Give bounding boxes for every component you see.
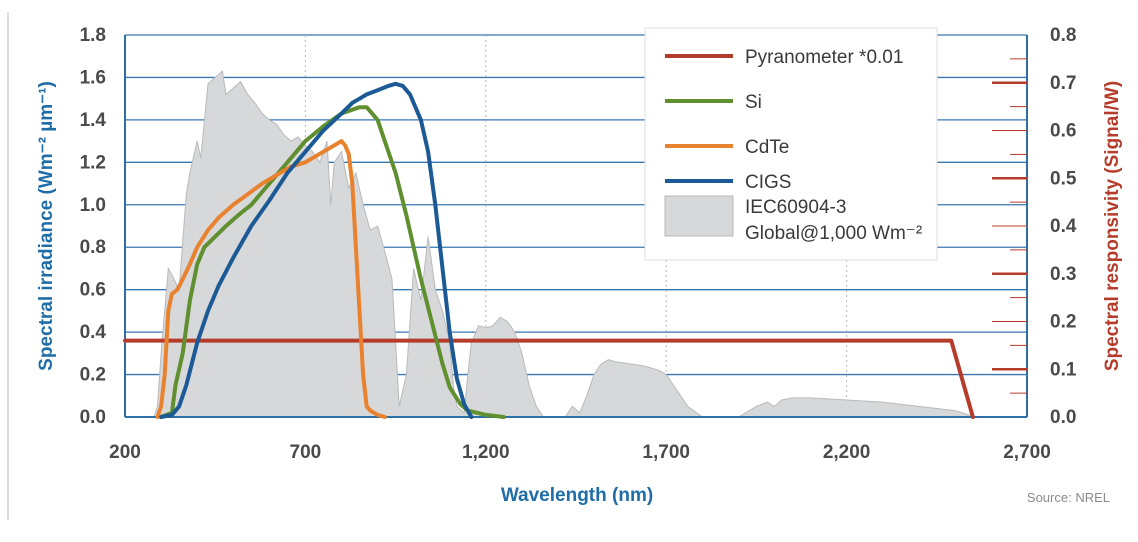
series-line-1 <box>159 105 506 419</box>
x-tick-label-1: 700 <box>290 442 322 463</box>
legend-label-area-1: IEC60904-3 <box>745 197 846 218</box>
y-tick-label-8: 1.6 <box>80 67 106 88</box>
y2-tick-label-0: 0.0 <box>1050 407 1076 428</box>
y2-tick-label-3: 0.3 <box>1050 264 1076 285</box>
y-tick-label-5: 1.0 <box>80 195 106 216</box>
x-tick-label-2: 1,200 <box>462 442 510 463</box>
legend-label-1: Si <box>745 92 762 113</box>
y2-tick-label-5: 0.5 <box>1050 168 1077 189</box>
source-note: Source: NREL <box>1027 490 1110 505</box>
y2-tick-label-1: 0.1 <box>1050 359 1077 380</box>
y-tick-label-4: 0.8 <box>80 237 106 258</box>
x-tick-label-3: 1,700 <box>642 442 690 463</box>
legend-swatch-area <box>664 195 734 237</box>
x-tick-label-5: 2,700 <box>1003 442 1051 463</box>
legend-label-3: CIGS <box>745 172 791 193</box>
legend-label-2: CdTe <box>745 137 789 158</box>
y-tick-label-6: 1.2 <box>80 152 106 173</box>
legend-label-area-2: Global@1,000 Wm⁻² <box>745 223 922 244</box>
y2-tick-label-7: 0.7 <box>1050 73 1076 94</box>
x-tick-label-0: 200 <box>109 442 141 463</box>
y2-tick-label-6: 0.6 <box>1050 121 1076 142</box>
y-tick-label-2: 0.4 <box>80 322 107 343</box>
y2-tick-label-4: 0.4 <box>1050 216 1077 237</box>
series-line-0 <box>123 338 975 419</box>
legend-label-0: Pyranometer *0.01 <box>745 47 903 68</box>
y-tick-label-3: 0.6 <box>80 280 106 301</box>
y-tick-label-9: 1.8 <box>80 25 106 46</box>
y2-tick-label-2: 0.2 <box>1050 312 1076 333</box>
y-tick-label-1: 0.2 <box>80 365 106 386</box>
x-tick-label-4: 2,200 <box>823 442 871 463</box>
y-tick-label-7: 1.4 <box>80 110 107 131</box>
y-axis-title-right: Spectral responsivity (Signal/W) <box>1102 81 1123 371</box>
y-tick-label-0: 0.0 <box>80 407 106 428</box>
y2-tick-label-8: 0.8 <box>1050 25 1076 46</box>
x-axis-title: Wavelength (nm) <box>501 485 653 506</box>
series-line-3 <box>159 81 474 419</box>
y-axis-title-left: Spectral irradiance (Wm⁻² µm⁻¹) <box>36 81 57 371</box>
